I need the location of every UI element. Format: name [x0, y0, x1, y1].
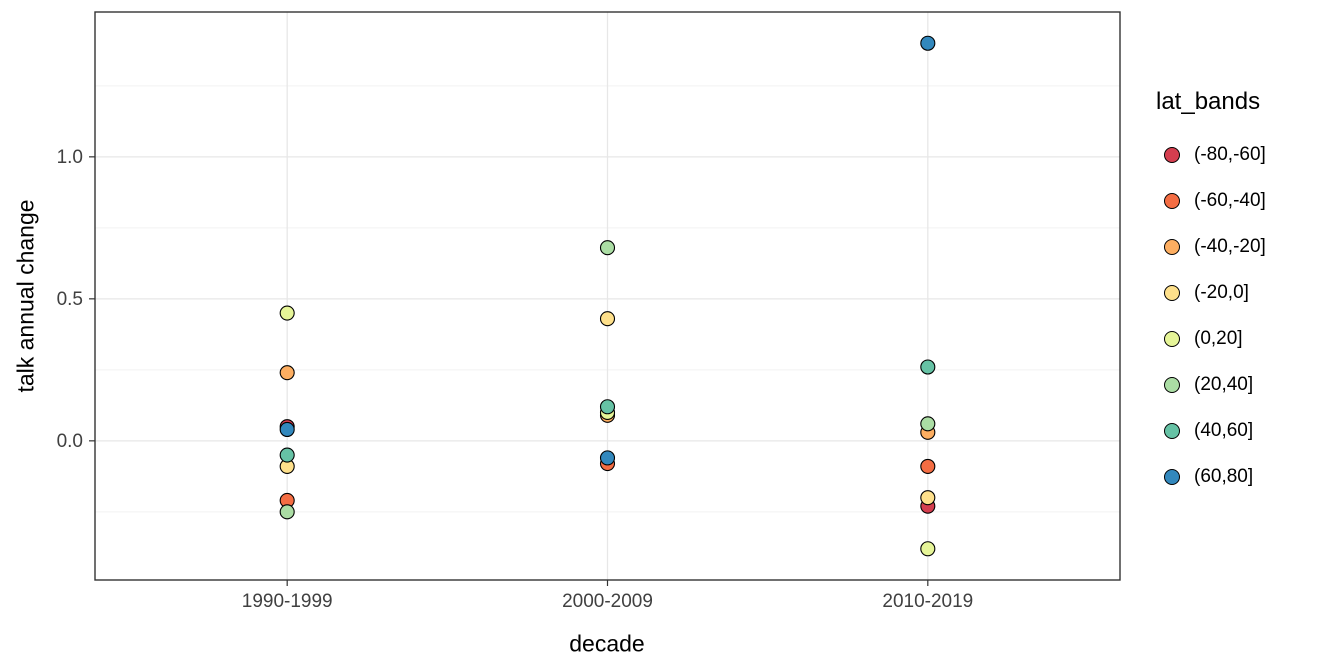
data-point [599, 450, 616, 466]
legend-key-circle-icon [1164, 468, 1180, 485]
legend-item-label: (-40,-20] [1194, 235, 1266, 257]
legend-key-circle-icon [1164, 422, 1180, 439]
data-point [279, 447, 295, 463]
data-point [920, 458, 936, 474]
legend-key-circle-icon [1164, 284, 1180, 301]
legend-item-label: (-20,0] [1194, 281, 1249, 303]
legend-item: (60,80] [1152, 462, 1342, 491]
legend-item: (20,40] [1152, 370, 1342, 399]
x-tick-label: 2000-2009 [562, 591, 653, 612]
data-point [920, 490, 936, 506]
x-tick-label: 2010-2019 [882, 591, 973, 612]
legend-item: (0,20] [1152, 324, 1342, 353]
panel-border [94, 11, 1121, 581]
y-tick-label: 1.0 [57, 147, 83, 168]
data-point [279, 421, 295, 438]
legend-key-circle-icon [1164, 330, 1180, 347]
legend-key-circle-icon [1164, 376, 1180, 393]
legend-items: (-80,-60] (-60,-40] (-40,-20] (-20,0] (0,20]… [1152, 140, 1342, 491]
legend-key-circle-icon [1164, 192, 1180, 209]
data-point [920, 541, 936, 557]
legend-item-label: (0,20] [1194, 327, 1243, 349]
legend-item-label: (40,60] [1194, 419, 1254, 441]
data-point [279, 504, 295, 520]
legend-key-circle-icon [1164, 146, 1180, 163]
data-point [920, 359, 936, 375]
legend: lat_bands (-80,-60] (-60,-40] (-40,-20] (-2… [1152, 88, 1342, 508]
data-point [279, 305, 295, 321]
x-tick-label: 1990-1999 [242, 591, 333, 612]
x-axis-title: decade [569, 630, 645, 657]
y-tick-label: 0.5 [57, 289, 83, 310]
data-point [279, 365, 295, 381]
y-axis-title: talk annual change [12, 199, 39, 393]
legend-item: (-80,-60] [1152, 140, 1342, 169]
legend-item: (-40,-20] [1152, 232, 1342, 261]
data-point [599, 240, 616, 256]
legend-item: (40,60] [1152, 416, 1342, 445]
legend-item-label: (60,80] [1194, 465, 1254, 487]
legend-item: (-60,-40] [1152, 186, 1342, 215]
legend-item-label: (-80,-60] [1194, 143, 1266, 165]
data-point [599, 311, 616, 327]
legend-title: lat_bands [1156, 88, 1261, 115]
data-point [920, 35, 936, 51]
data-point [920, 416, 936, 432]
legend-key-circle-icon [1164, 238, 1180, 255]
legend-item-label: (20,40] [1194, 373, 1254, 395]
legend-item-label: (-60,-40] [1194, 189, 1266, 211]
legend-item: (-20,0] [1152, 278, 1342, 307]
data-point [599, 399, 616, 415]
y-tick-label: 0.0 [57, 431, 83, 452]
